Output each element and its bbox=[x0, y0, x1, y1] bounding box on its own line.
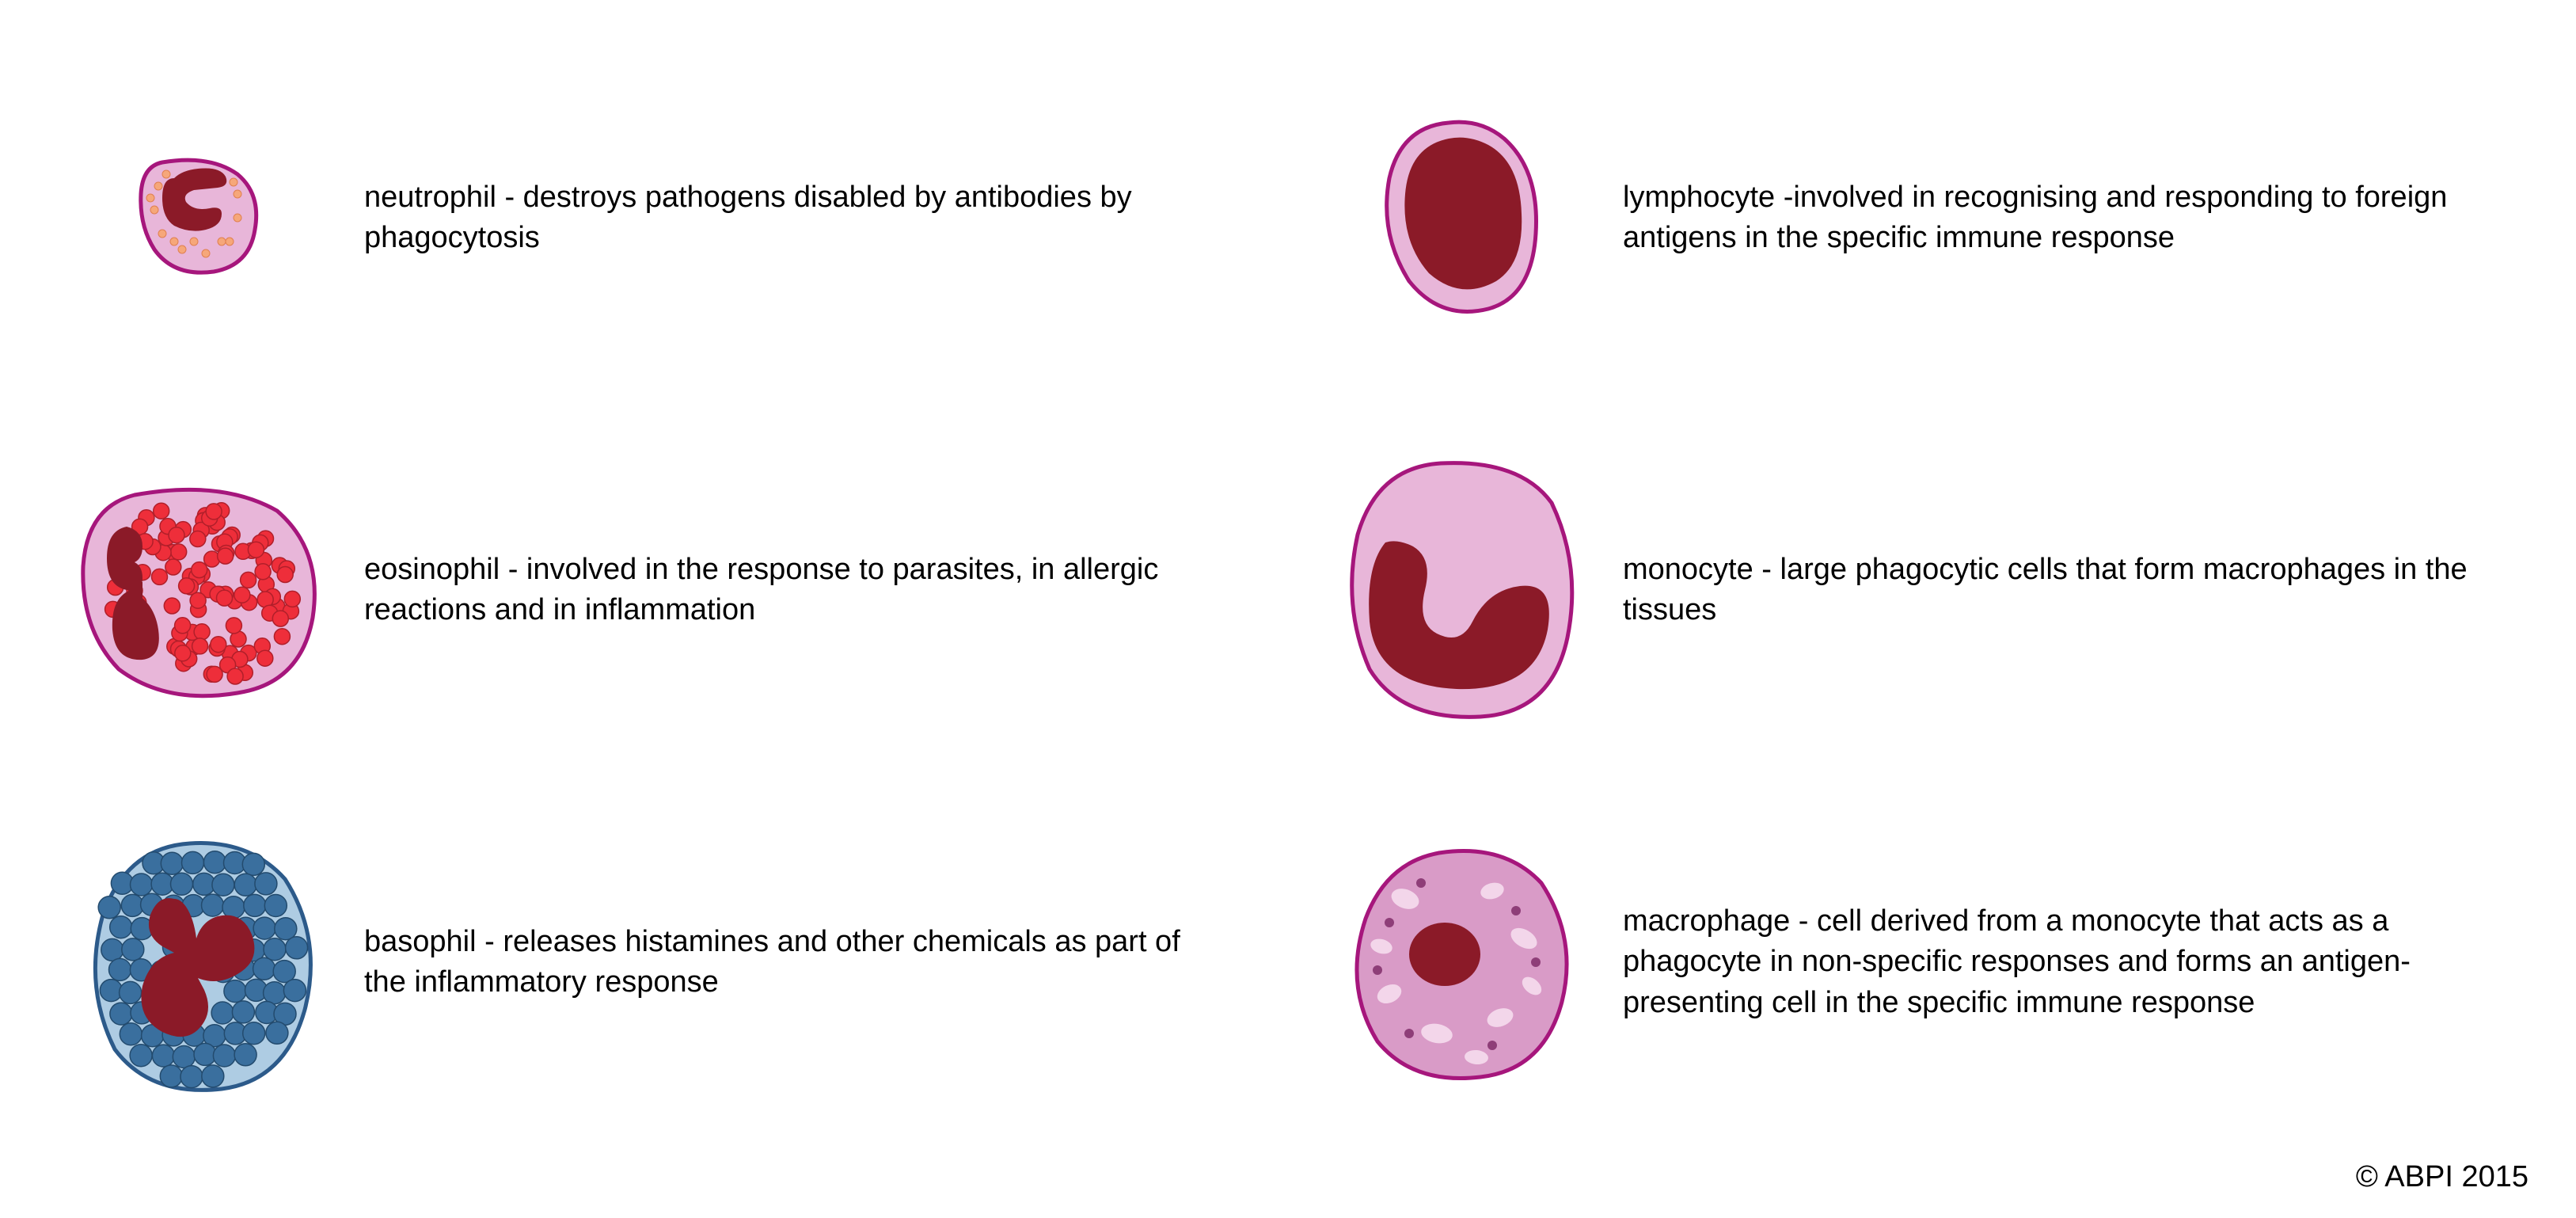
copyright-label: © ABPI 2015 bbox=[2356, 1160, 2529, 1194]
lymphocyte-illustration bbox=[1306, 107, 1607, 329]
monocyte-label: monocyte - large phagocytic cells that f… bbox=[1607, 550, 2502, 631]
basophil-illustration bbox=[47, 828, 348, 1097]
cell-eosinophil: eosinophil - involved in the response to… bbox=[47, 420, 1243, 760]
eosinophil-illustration bbox=[47, 471, 348, 709]
diagram-page: neutrophil - destroys pathogens disabled… bbox=[0, 0, 2576, 1218]
cell-neutrophil: neutrophil - destroys pathogens disabled… bbox=[47, 48, 1243, 388]
macrophage-illustration bbox=[1306, 835, 1607, 1089]
neutrophil-illustration bbox=[47, 139, 348, 297]
cell-lymphocyte: lymphocyte -involved in recognising and … bbox=[1306, 48, 2502, 388]
neutrophil-label: neutrophil - destroys pathogens disabled… bbox=[348, 177, 1243, 259]
cell-grid: neutrophil - destroys pathogens disabled… bbox=[47, 48, 2502, 1132]
basophil-label: basophil - releases histamines and other… bbox=[348, 922, 1243, 1003]
cell-monocyte: monocyte - large phagocytic cells that f… bbox=[1306, 420, 2502, 760]
monocyte-illustration bbox=[1306, 447, 1607, 733]
eosinophil-label: eosinophil - involved in the response to… bbox=[348, 550, 1243, 631]
macrophage-label: macrophage - cell derived from a monocyt… bbox=[1607, 901, 2502, 1023]
lymphocyte-label: lymphocyte -involved in recognising and … bbox=[1607, 177, 2502, 259]
cell-macrophage: macrophage - cell derived from a monocyt… bbox=[1306, 792, 2502, 1132]
cell-basophil: basophil - releases histamines and other… bbox=[47, 792, 1243, 1132]
